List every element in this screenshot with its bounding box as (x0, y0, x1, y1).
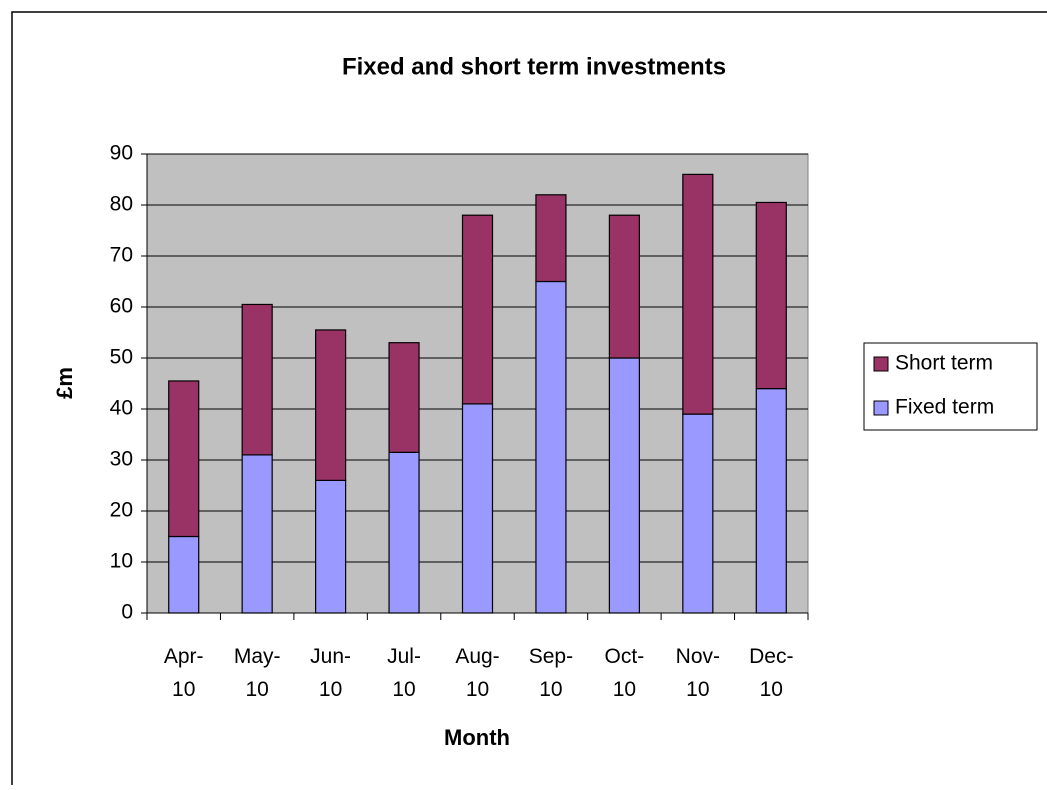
y-tick-label: 70 (110, 244, 133, 267)
x-tick-label: Dec-10 (749, 645, 793, 701)
y-tick-label: 40 (110, 397, 133, 420)
y-tick-label: 90 (110, 142, 133, 165)
bar-segment (682, 173, 714, 415)
x-tick-label: May-10 (234, 645, 281, 701)
x-tick-label: Jul-10 (387, 645, 421, 701)
bar-segment (755, 388, 787, 614)
bar-segment (168, 380, 200, 538)
legend-swatch (873, 400, 889, 416)
bar-segment (755, 201, 787, 390)
y-tick-label: 50 (110, 346, 133, 369)
bar-segment (461, 403, 494, 614)
bar-segment (168, 535, 200, 614)
x-axis-label: Month (444, 725, 510, 750)
x-tick-label: Oct-10 (605, 645, 645, 701)
legend-box (863, 342, 1038, 431)
bar-segment (241, 454, 273, 614)
y-tick-label: 30 (110, 448, 133, 471)
y-tick-label: 0 (121, 601, 133, 624)
x-tick-label: Nov-10 (676, 645, 720, 701)
bar-segment (608, 214, 640, 359)
x-tick-label: Sep-10 (529, 645, 573, 701)
bar-segment (535, 194, 567, 283)
bar-segment (315, 479, 347, 614)
x-tick-label: Aug-10 (455, 645, 499, 701)
bar-segment (535, 280, 567, 614)
y-tick-label: 10 (110, 550, 133, 573)
bar-segment (388, 451, 420, 614)
y-tick-label: 20 (110, 499, 133, 522)
bar-segment (682, 413, 714, 614)
chart-title: Fixed and short term investments (342, 53, 726, 80)
legend-label: Fixed term (895, 396, 994, 419)
x-tick-label: Jun-10 (310, 645, 351, 701)
bar-segment (388, 342, 420, 453)
x-tick-label: Apr-10 (164, 645, 204, 701)
legend-swatch (873, 356, 889, 372)
y-axis-label: £m (52, 367, 77, 399)
legend-label: Short term (895, 352, 993, 375)
bar-segment (461, 214, 494, 405)
bar-segment (241, 303, 273, 456)
y-tick-label: 60 (110, 295, 133, 318)
bar-segment (315, 329, 347, 482)
bar-segment (608, 357, 640, 614)
y-tick-label: 80 (110, 193, 133, 216)
